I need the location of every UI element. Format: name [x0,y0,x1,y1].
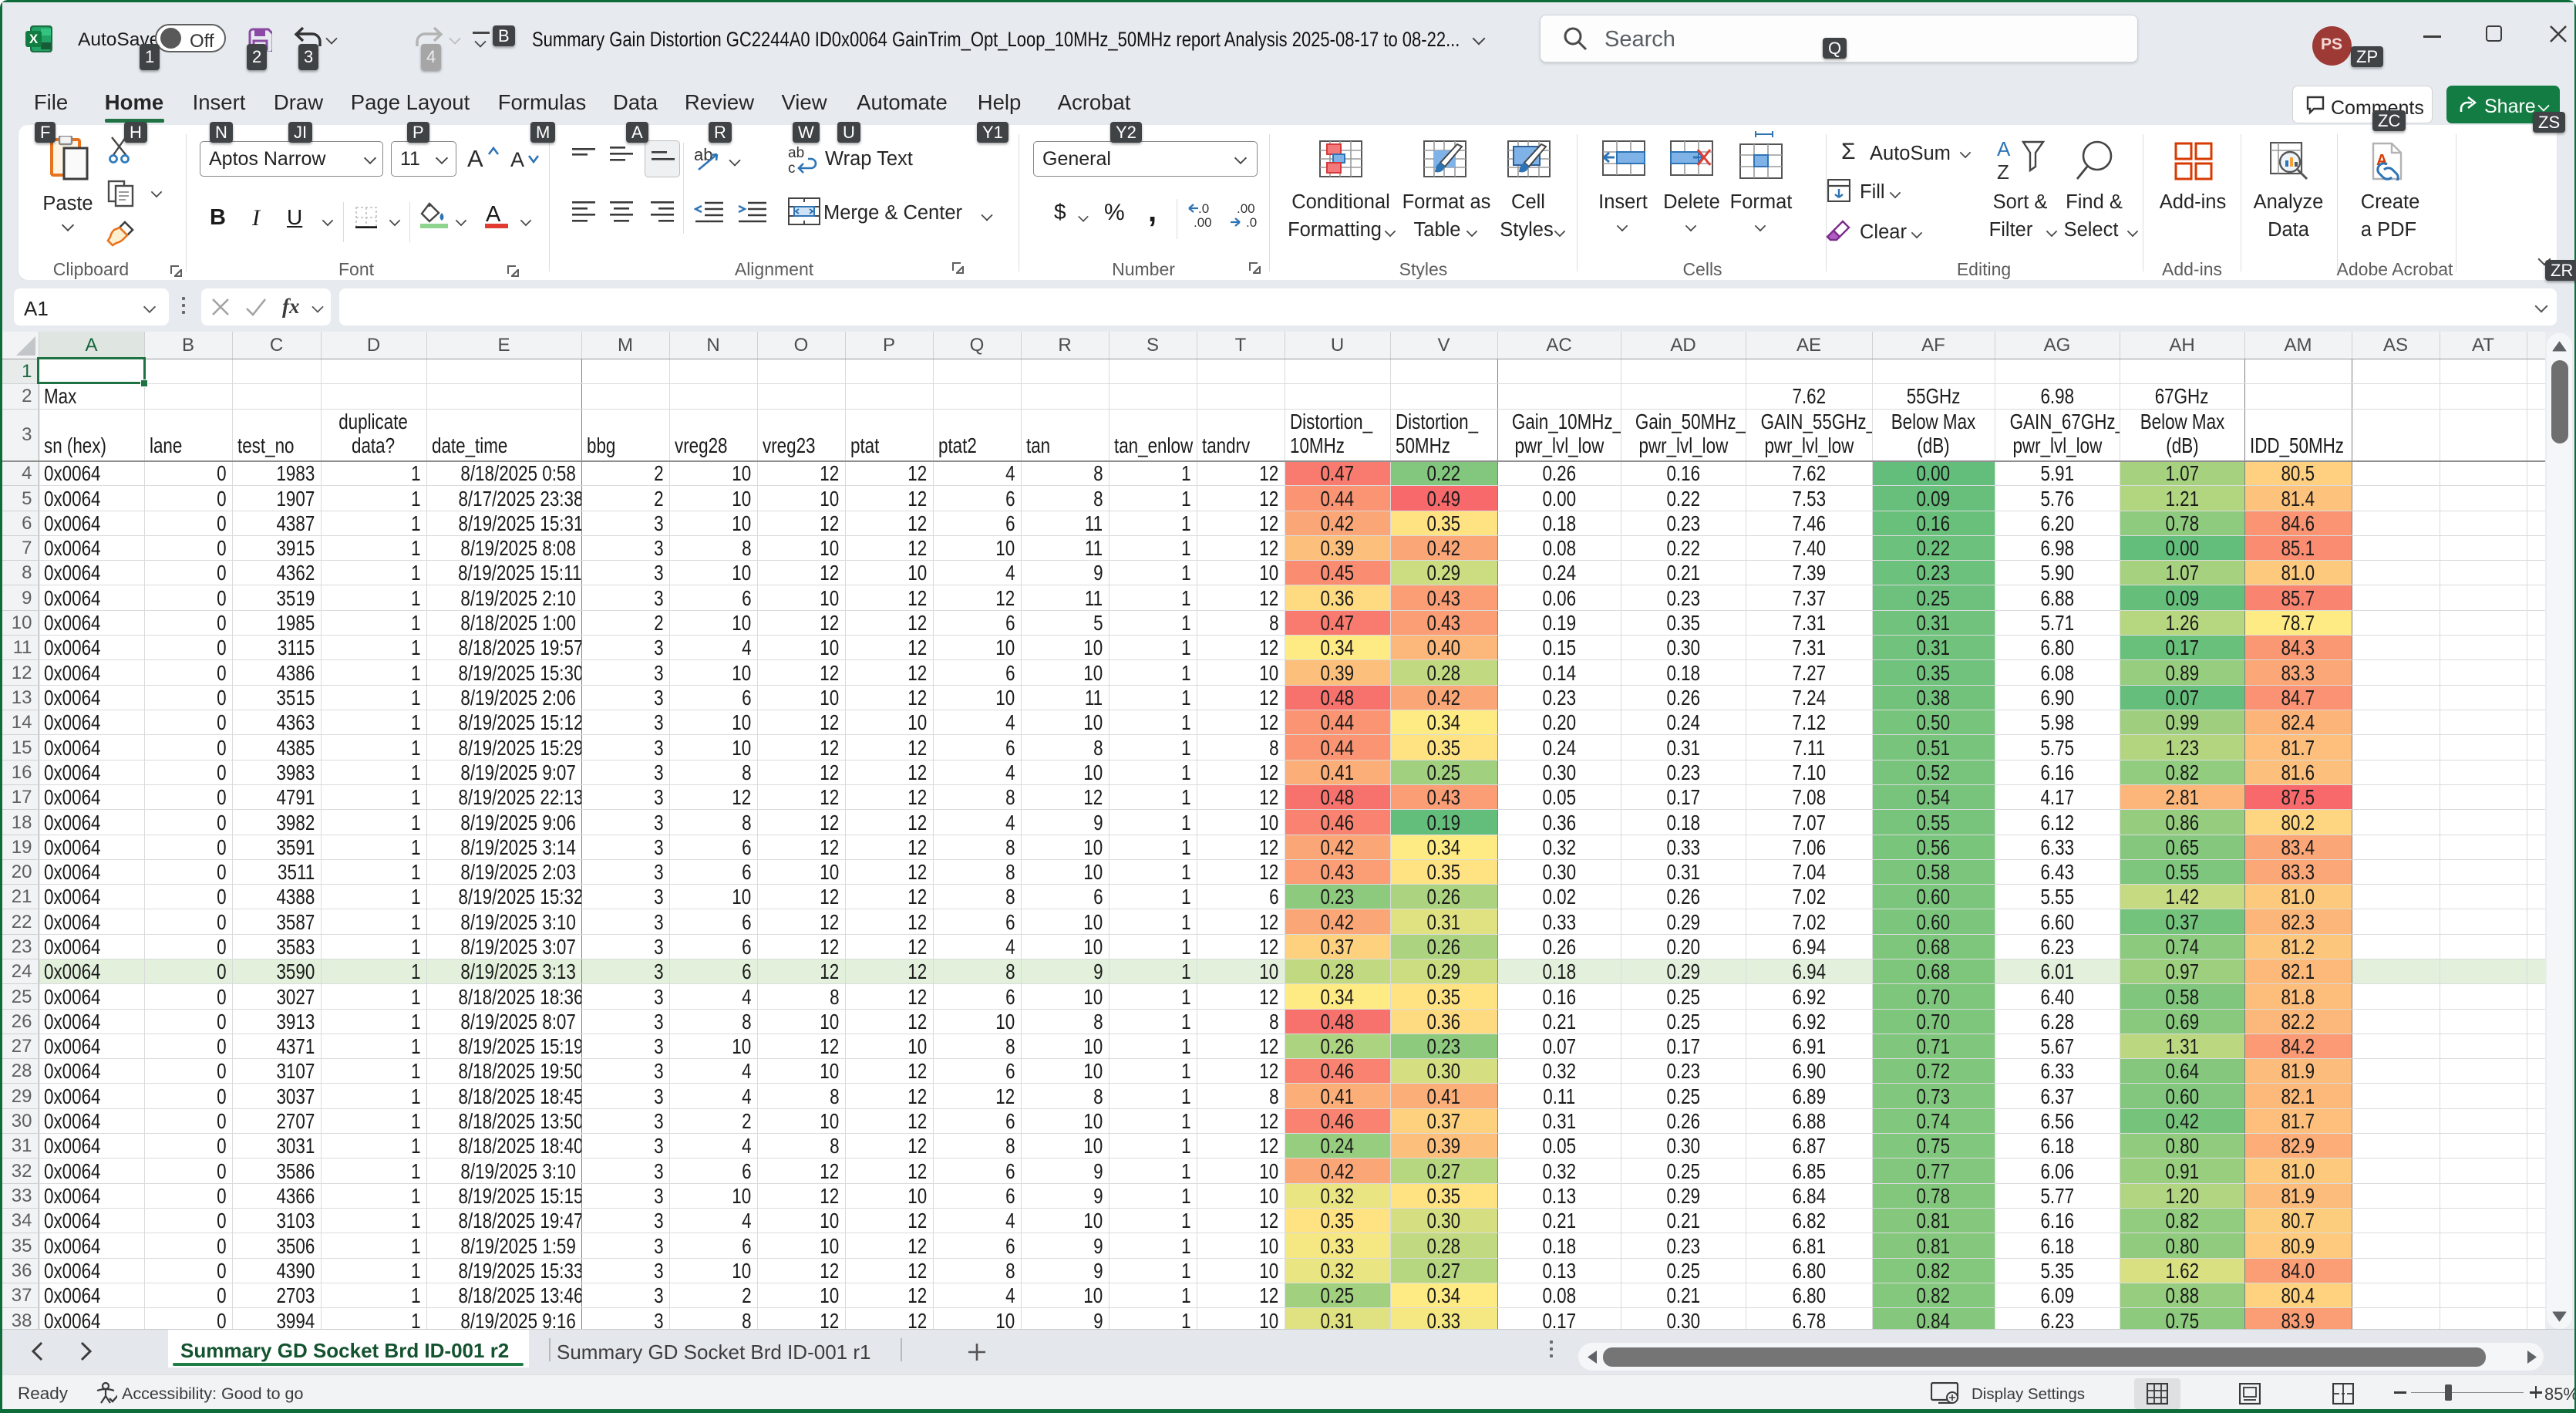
svg-text:ab: ab [694,147,712,164]
svg-text:c: c [788,160,796,176]
svg-text:ab: ab [788,145,804,161]
svg-text:Z: Z [1997,160,2009,182]
svg-text:.00: .00 [1237,202,1255,216]
svg-text:.0: .0 [1198,202,1209,216]
svg-text:.00: .00 [1194,215,1212,228]
svg-text:A: A [1997,139,2011,160]
svg-text:X: X [29,32,39,46]
svg-text:.0: .0 [1246,215,1257,228]
